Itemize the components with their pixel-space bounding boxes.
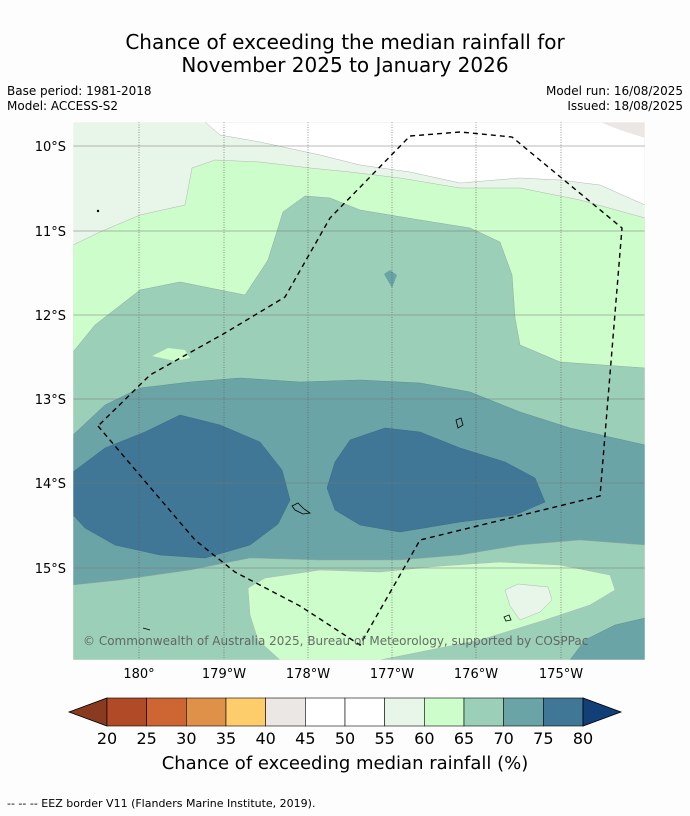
map-title: Chance of exceeding the median rainfall … [0, 31, 690, 77]
lon-labels: 180° 179°W 178°W 177°W 176°W 175°W [123, 667, 583, 682]
colorbar-swatch [186, 697, 227, 727]
island-outline [455, 417, 464, 429]
lat-label: 12°S [35, 309, 66, 324]
colorbar-tick-label: 20 [96, 729, 118, 748]
model-run: Model run: 16/08/2025 [545, 84, 683, 98]
contour-layers [73, 122, 645, 660]
colorbar-tick-label: 55 [374, 729, 395, 748]
island-outline [291, 502, 312, 515]
colorbar-swatch [463, 697, 504, 727]
colorbar-tick-label: 65 [453, 729, 475, 748]
island-outline [142, 627, 151, 631]
colorbar-over-arrow [582, 697, 623, 727]
band-70-75-southeast [569, 617, 645, 660]
colorbar-tick-label: 60 [414, 729, 435, 748]
island-blue-patch [384, 270, 397, 288]
colorbar-under-arrow [67, 697, 108, 727]
colorbar-tick-label: 50 [334, 729, 356, 748]
colorbar-tick-label: 35 [215, 729, 237, 748]
lon-label: 177°W [370, 667, 414, 682]
island-outline [503, 614, 512, 622]
colorbar-tick-label: 75 [533, 729, 554, 748]
model-info-right: Model run: 16/08/2025 Issued: 18/08/2025 [546, 84, 683, 114]
copyright-notice: © Commonwealth of Australia 2025, Bureau… [83, 634, 588, 648]
latitude-lines [73, 145, 645, 569]
colorbar-swatch [265, 697, 306, 727]
colorbar-swatch [424, 697, 465, 727]
island-green-patch [152, 348, 190, 361]
colorbar-swatch [146, 697, 187, 727]
colorbar-swatch [344, 697, 385, 727]
title-line-2: November 2025 to January 2026 [181, 53, 509, 77]
lat-labels: 10°S 11°S 12°S 13°S 14°S 15°S [35, 140, 66, 577]
eez-legend-note: -- -- -- EEZ border V11 (Flanders Marine… [7, 797, 316, 810]
lat-label: 10°S [35, 140, 66, 155]
colorbar-tick-label: 25 [136, 729, 157, 748]
islands [96, 209, 512, 631]
colorbar [67, 697, 623, 727]
model-name: Model: ACCESS-S2 [7, 99, 119, 113]
lat-label: 15°S [35, 562, 66, 577]
colorbar-tick-label: 40 [255, 729, 276, 748]
colorbar-swatch [543, 697, 584, 727]
colorbar-tick-label: 70 [493, 729, 514, 748]
band-white-north [204, 122, 645, 206]
colorbar-tick-label: 45 [295, 729, 316, 748]
band-40-45-corner [600, 122, 645, 138]
island-dot [96, 209, 100, 213]
band-75-80-east [326, 427, 546, 533]
graticule [138, 122, 562, 660]
band-55-60-south [504, 583, 553, 621]
lat-label: 14°S [35, 477, 66, 492]
base-period: Base period: 1981-2018 [7, 84, 152, 98]
lon-label: 180° [123, 667, 154, 682]
colorbar-swatch [305, 697, 346, 727]
colorbar-swatch [106, 697, 147, 727]
colorbar-label: Chance of exceeding median rainfall (%) [161, 753, 529, 774]
lon-label: 176°W [454, 667, 498, 682]
band-75-80-west [73, 414, 291, 559]
colorbar-tick-label: 80 [572, 729, 594, 748]
colorbar-swatch [384, 697, 425, 727]
eez-border-line [97, 131, 623, 646]
lon-label: 175°W [539, 667, 583, 682]
lat-label: 11°S [35, 225, 66, 240]
colorbar-swatch [225, 697, 266, 727]
model-info-left: Base period: 1981-2018 Model: ACCESS-S2 [7, 84, 152, 114]
issued-date: Issued: 18/08/2025 [567, 99, 683, 113]
title-line-1: Chance of exceeding the median rainfall … [125, 30, 565, 54]
colorbar-swatch [503, 697, 544, 727]
lon-label: 179°W [202, 667, 246, 682]
lat-label: 13°S [35, 393, 66, 408]
colorbar-tick-label: 30 [176, 729, 197, 748]
lon-label: 178°W [286, 667, 330, 682]
map-frame [72, 121, 646, 661]
